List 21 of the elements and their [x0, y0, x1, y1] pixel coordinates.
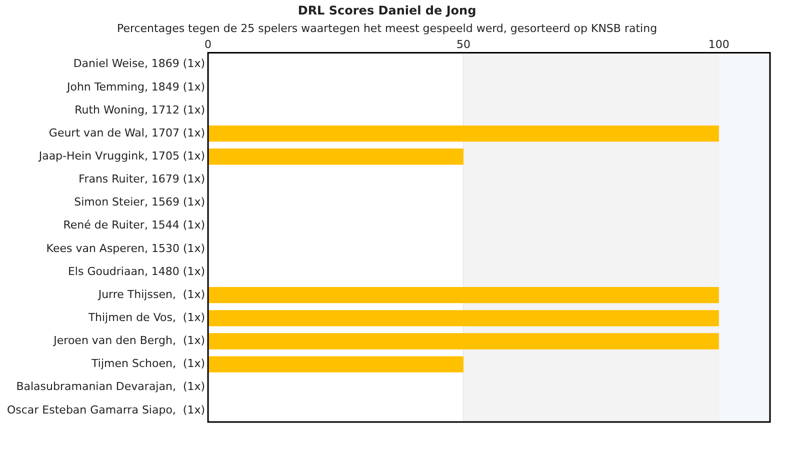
x-tick-label: 50 [456, 38, 470, 52]
y-tick-label: Kees van Asperen, 1530 (1x) [46, 242, 206, 255]
y-tick-label: Oscar Esteban Gamarra Siapo, (1x) [6, 403, 206, 416]
y-tick-label: Jurre Thijssen, (1x) [97, 288, 206, 301]
y-tick-label: Simon Steier, 1569 (1x) [74, 196, 206, 209]
y-tick-label: Daniel Weise, 1869 (1x) [73, 57, 206, 70]
y-tick-label: Balasubramanian Devarajan, (1x) [16, 380, 206, 394]
y-tick-label: Geurt van de Wal, 1707 (1x) [48, 126, 206, 140]
y-tick-label: Els Goudriaan, 1480 (1x) [68, 264, 206, 278]
y-tick-label: John Temming, 1849 (1x) [66, 80, 206, 94]
y-tick-label: Frans Ruiter, 1679 (1x) [78, 172, 206, 186]
y-tick-label: Jaap-Hein Vruggink, 1705 (1x) [38, 149, 206, 162]
y-tick-label: Jeroen van den Bergh, (1x) [52, 334, 206, 348]
chart-title: DRL Scores Daniel de Jong [298, 3, 476, 18]
y-tick-label: René de Ruiter, 1544 (1x) [63, 218, 206, 232]
x-tick-label: 100 [708, 38, 730, 52]
x-tick-label: 0 [204, 38, 212, 52]
y-tick-label: Ruth Woning, 1712 (1x) [74, 103, 206, 116]
y-tick-label: Thijmen de Vos, (1x) [87, 311, 206, 324]
chart-subtitle: Percentages tegen de 25 spelers waartegen het meest gespeeld werd, gesorteerd op KNSB rating [116, 22, 658, 35]
y-tick-label: Tijmen Schoen, (1x) [90, 357, 206, 370]
